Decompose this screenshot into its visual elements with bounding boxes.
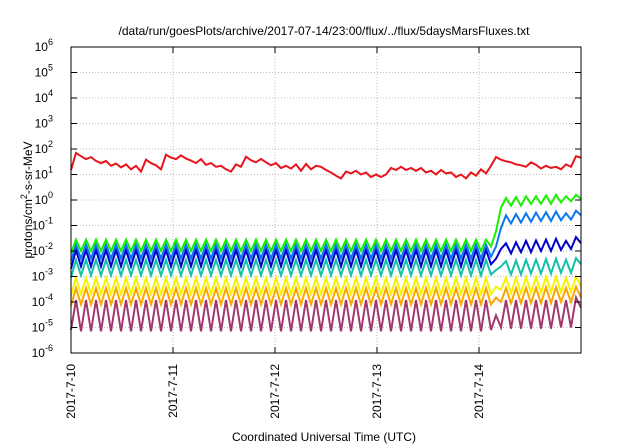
x-axis-label: Coordinated Universal Time (UTC) [232,430,416,444]
series-line [70,294,582,332]
x-tick-label: 2017-7-11 [166,364,180,418]
y-tick-label: 10-4 [32,292,53,309]
y-tick-label: 105 [35,63,53,80]
series-line [70,283,582,308]
series-line [70,192,582,254]
y-tick-label: 104 [35,88,53,105]
chart-title: /data/run/goesPlots/archive/2017-07-14/2… [119,24,531,38]
y-tick-label: 10-2 [32,241,53,258]
series-line [70,209,582,262]
y-tick-label: 10-5 [32,318,53,335]
y-tick-label: 101 [35,165,53,182]
y-tick-label: 103 [35,114,53,131]
y-tick-label: 102 [35,139,53,156]
y-tick-label: 10-3 [32,267,53,284]
x-tick-label: 2017-7-14 [472,364,486,419]
y-axis-ticks: 10-6 10-5 10-4 10-3 10-2 10-1 100 101 102 103 104 1… [32,37,581,360]
y-tick-label: 10-6 [32,343,53,360]
y-tick-label: 106 [35,37,53,54]
series-lines [70,151,582,332]
x-tick-label: 2017-7-13 [370,364,384,419]
y-axis-label: protons/cm2-s-sr-MeV [19,141,35,258]
y-tick-label: 100 [35,190,53,207]
series-line [70,235,582,270]
x-tick-label: 2017-7-10 [64,364,78,419]
y-tick-label: 10-1 [32,216,53,233]
y-axis-label-sup: 2 [19,194,29,199]
y-axis-label-pre: protons/cm [21,199,35,258]
x-tick-label: 2017-7-12 [268,364,282,419]
series-line [70,255,582,279]
x-axis-ticks: 2017-7-10 2017-7-11 2017-7-12 2017-7-13 2017… [64,47,486,419]
series-line [70,151,582,180]
series-line [70,273,582,298]
y-axis-label-post: -s-sr-MeV [21,141,35,194]
